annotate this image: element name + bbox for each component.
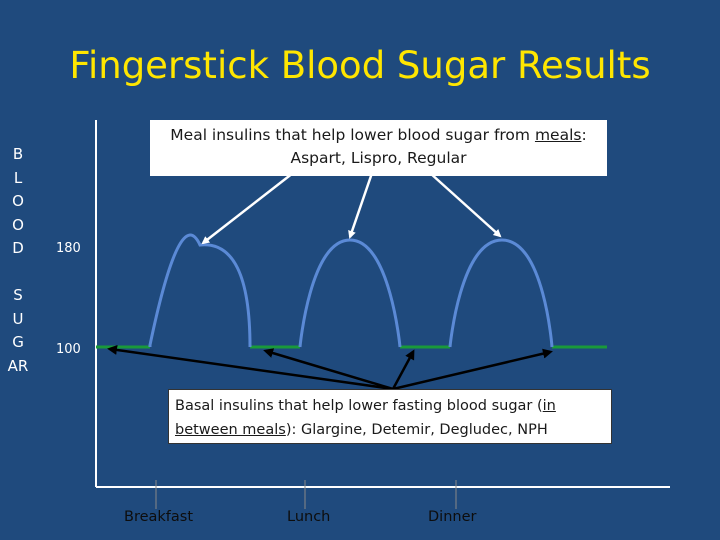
meal-callout-line1: Meal insulins that help lower blood suga… — [170, 126, 587, 144]
basal-callout-line1: Basal insulins that help lower fasting b… — [175, 398, 556, 414]
meal-arrow-1 — [201, 172, 294, 245]
meal-callout-line2: Aspart, Lispro, Regular — [290, 149, 467, 167]
y-axis-label-line: O — [12, 215, 24, 234]
meal-curve-dinner — [448, 238, 554, 348]
x-label-dinner: Dinner — [428, 509, 477, 525]
meal-curve-breakfast — [148, 233, 252, 348]
meal-arrow-2 — [348, 172, 374, 239]
x-label-lunch: Lunch — [287, 509, 331, 525]
y-axis-label-line: L — [13, 168, 23, 187]
meal-arrow-3 — [429, 172, 502, 238]
basal-arrow-3 — [391, 349, 415, 390]
x-label-breakfast: Breakfast — [124, 509, 194, 525]
meal-insulin-callout: Meal insulins that help lower blood suga… — [150, 120, 607, 176]
basal-arrow-4 — [392, 348, 553, 391]
y-tick-100: 100 — [56, 342, 81, 357]
y-axis-label-line: U — [12, 309, 24, 328]
y-axis-label-line: B — [12, 145, 24, 163]
basal-arrow-2 — [263, 348, 394, 391]
meal-curve-lunch — [298, 238, 402, 348]
y-axis-label-line: G — [12, 333, 24, 351]
y-tick-180: 180 — [56, 241, 81, 256]
basal-callout-line2: between meals): Glargine, Detemir, Deglu… — [175, 422, 548, 438]
y-axis-label-line: AR — [7, 356, 29, 375]
y-axis-label-line: O — [12, 192, 24, 210]
basal-arrow-1 — [107, 345, 394, 391]
slide-title: Fingerstick Blood Sugar Results — [69, 44, 651, 87]
y-axis-label-line: D — [12, 239, 24, 257]
y-axis-label-line: S — [13, 286, 23, 304]
basal-insulin-callout: Basal insulins that help lower fasting b… — [168, 389, 612, 444]
